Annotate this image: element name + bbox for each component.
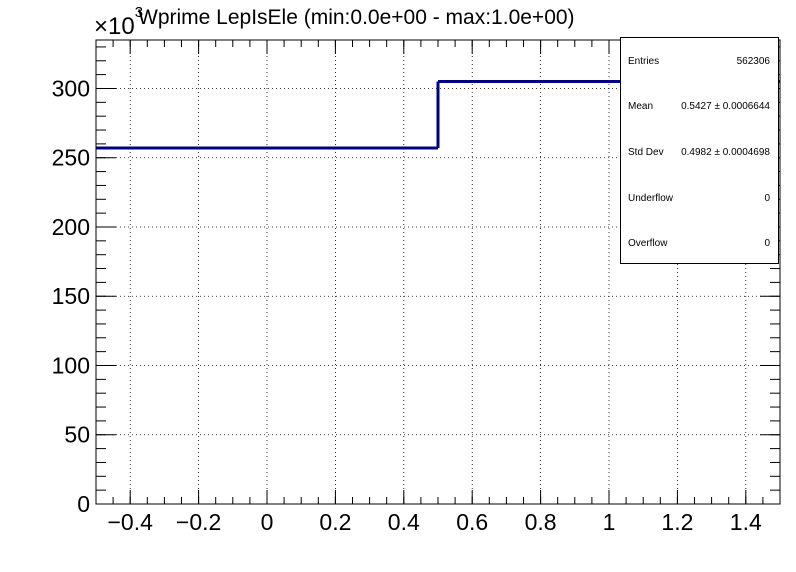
y-tick-label: 150 xyxy=(52,283,90,309)
stats-label: Mean xyxy=(628,101,654,112)
stats-value: 0 xyxy=(764,238,770,249)
x-tick-label: 1.4 xyxy=(730,509,762,535)
stats-value: 562306 xyxy=(736,56,770,67)
plot-frame xyxy=(95,39,781,505)
y-tick-label: 100 xyxy=(52,352,90,378)
stats-row-std-dev: Std Dev 0.4982 ± 0.0004698 xyxy=(628,147,770,161)
chart-title: Wprime LepIsEle (min:0.0e+00 - max:1.0e+… xyxy=(138,6,575,29)
stats-row-mean: Mean 0.5427 ± 0.0006644 xyxy=(628,101,770,115)
stats-value: 0.5427 ± 0.0006644 xyxy=(681,101,770,112)
x-tick-label: 0.6 xyxy=(456,509,488,535)
stats-box: Entries 562306 Mean 0.5427 ± 0.0006644 S… xyxy=(620,37,779,264)
grid-lines xyxy=(96,40,780,504)
y-tick-label: 300 xyxy=(52,75,90,101)
stats-row-underflow: Underflow 0 xyxy=(628,193,770,207)
stats-label: Std Dev xyxy=(628,147,664,158)
y-tick-label: 200 xyxy=(52,214,90,240)
stats-value: 0 xyxy=(764,193,770,204)
x-tick-label: 0 xyxy=(261,509,274,535)
x-tick-label: 1.2 xyxy=(661,509,693,535)
y-tick-label: 50 xyxy=(64,422,90,448)
stats-label: Underflow xyxy=(628,193,674,204)
tick-labels: −0.4 −0.2 0 0.2 0.4 0.6 0.8 1 1.2 1.4 0 50 100 150 200… xyxy=(52,75,762,535)
y-axis-exponent: 3 xyxy=(134,4,144,21)
y-tick-label: 0 xyxy=(77,491,90,517)
y-tick-label: 250 xyxy=(52,145,90,171)
stats-row-overflow: Overflow 0 xyxy=(628,238,770,252)
stats-row-entries: Entries 562306 xyxy=(628,56,770,70)
stats-label: Overflow xyxy=(628,238,668,249)
x-tick-label: 0.4 xyxy=(388,509,420,535)
x-tick-label: −0.4 xyxy=(107,509,153,535)
x-tick-label: 0.2 xyxy=(319,509,351,535)
stats-label: Entries xyxy=(628,56,660,67)
x-tick-label: 0.8 xyxy=(525,509,557,535)
stats-value: 0.4982 ± 0.0004698 xyxy=(681,147,770,158)
x-tick-label: 1 xyxy=(603,509,616,535)
x-tick-label: −0.2 xyxy=(176,509,221,535)
y-axis-multiplier: ×103 xyxy=(94,4,144,40)
